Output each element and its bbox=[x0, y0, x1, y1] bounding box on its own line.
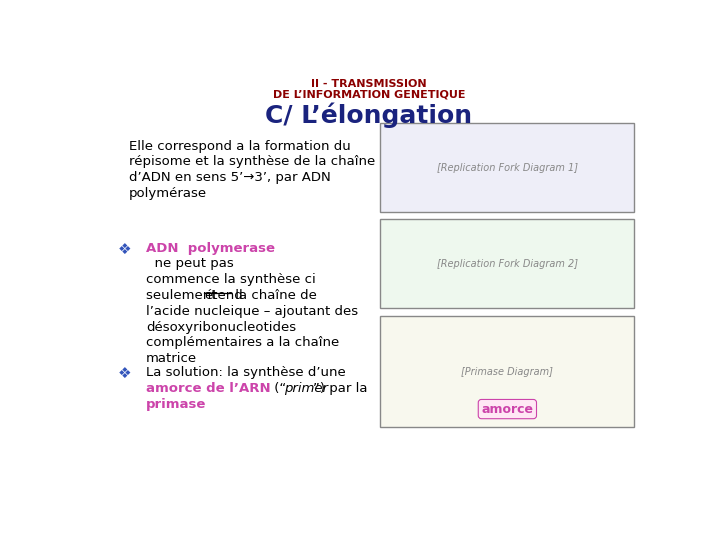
Text: Elle correspond a la formation du: Elle correspond a la formation du bbox=[129, 140, 351, 153]
Text: C/ L’élongation: C/ L’élongation bbox=[266, 102, 472, 128]
Text: polymérase: polymérase bbox=[129, 187, 207, 200]
Text: l’acide nucleique – ajoutant des: l’acide nucleique – ajoutant des bbox=[145, 305, 358, 318]
Text: amorce: amorce bbox=[482, 403, 534, 416]
Text: complémentaires a la chaîne: complémentaires a la chaîne bbox=[145, 336, 339, 349]
Text: La solution: la synthèse d’une: La solution: la synthèse d’une bbox=[145, 366, 346, 379]
Text: (“: (“ bbox=[270, 382, 286, 395]
Text: ❖: ❖ bbox=[118, 366, 132, 381]
Text: étend: étend bbox=[204, 289, 243, 302]
Text: commence la synthèse ci: commence la synthèse ci bbox=[145, 273, 315, 286]
Text: d’ADN en sens 5’→3’, par ADN: d’ADN en sens 5’→3’, par ADN bbox=[129, 171, 330, 184]
Text: [Primase Diagram]: [Primase Diagram] bbox=[462, 367, 554, 377]
Text: matrice: matrice bbox=[145, 352, 197, 365]
Text: amorce de l’ARN: amorce de l’ARN bbox=[145, 382, 271, 395]
Text: DE L’INFORMATION GENETIQUE: DE L’INFORMATION GENETIQUE bbox=[273, 90, 465, 100]
Text: répisome et la synthèse de la chaîne: répisome et la synthèse de la chaîne bbox=[129, 156, 375, 168]
Text: ADN  polymerase: ADN polymerase bbox=[145, 241, 275, 254]
Text: la chaîne de: la chaîne de bbox=[231, 289, 317, 302]
Text: seulement: seulement bbox=[145, 289, 220, 302]
Text: primase: primase bbox=[145, 398, 206, 411]
Text: [Replication Fork Diagram 1]: [Replication Fork Diagram 1] bbox=[437, 163, 578, 173]
Text: ”) par la: ”) par la bbox=[313, 382, 368, 395]
FancyBboxPatch shape bbox=[380, 123, 634, 212]
Text: ❖: ❖ bbox=[118, 241, 132, 256]
Text: désoxyribonucleotides: désoxyribonucleotides bbox=[145, 321, 296, 334]
Text: II - TRANSMISSION: II - TRANSMISSION bbox=[311, 79, 427, 89]
FancyBboxPatch shape bbox=[380, 316, 634, 427]
FancyBboxPatch shape bbox=[380, 219, 634, 308]
Text: ne peut pas: ne peut pas bbox=[145, 258, 233, 271]
Text: primer: primer bbox=[284, 382, 328, 395]
Text: [Replication Fork Diagram 2]: [Replication Fork Diagram 2] bbox=[437, 259, 578, 268]
